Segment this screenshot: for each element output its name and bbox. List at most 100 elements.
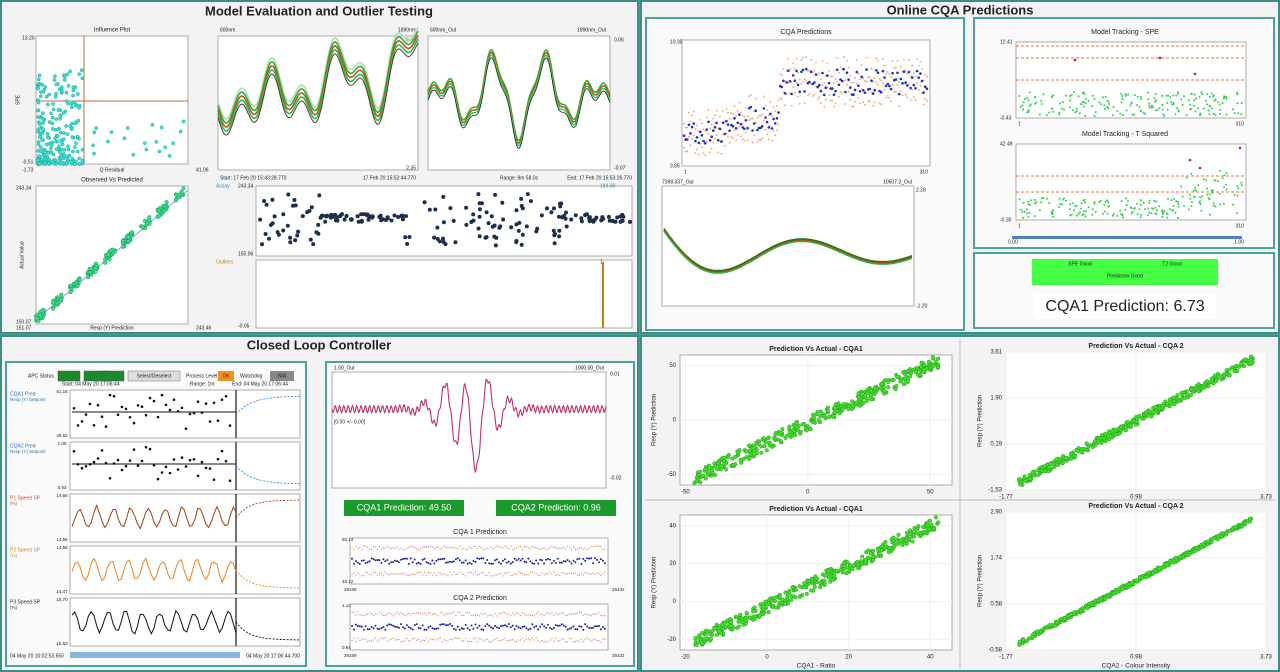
point: [1200, 91, 1203, 94]
point: [506, 572, 508, 574]
point: [1183, 395, 1188, 400]
point: [370, 214, 375, 219]
point: [474, 545, 477, 547]
button[interactable]: [127, 370, 181, 382]
point: [506, 613, 508, 616]
point: [914, 99, 917, 102]
point: [486, 615, 488, 617]
point: [144, 446, 148, 449]
point: [732, 137, 734, 140]
point: [1084, 441, 1089, 446]
point: [1069, 99, 1072, 102]
point: [456, 625, 459, 628]
point: [452, 560, 455, 563]
point: [1185, 114, 1188, 117]
point: [926, 527, 931, 532]
point: [502, 547, 504, 549]
point: [1129, 424, 1134, 429]
point: [1125, 197, 1127, 200]
point: [376, 548, 379, 551]
point: [592, 626, 595, 629]
point: [559, 639, 561, 642]
point: [1178, 554, 1183, 559]
label: 1000.00_Out: [575, 365, 605, 371]
point: [400, 623, 402, 626]
point: [409, 557, 412, 560]
point: [386, 640, 388, 643]
point: [785, 93, 788, 96]
point: [500, 200, 505, 205]
point: [906, 96, 909, 99]
point: [759, 126, 762, 130]
point: [744, 610, 749, 615]
point: [1112, 213, 1115, 216]
point: [1240, 113, 1243, 116]
point: [855, 83, 858, 85]
status-button[interactable]: [101, 370, 125, 382]
point: [712, 626, 717, 631]
point: [596, 625, 598, 628]
point: [868, 388, 874, 393]
point: [1099, 199, 1102, 202]
point: [743, 139, 746, 142]
point: [1210, 92, 1213, 95]
point: [825, 405, 830, 410]
point: [1075, 110, 1078, 113]
point: [421, 613, 424, 615]
point: [363, 545, 365, 547]
point: [1092, 439, 1098, 444]
trace: [235, 621, 300, 641]
point: [380, 627, 383, 629]
point: [842, 56, 845, 59]
point: [594, 545, 596, 547]
point: [759, 115, 762, 117]
point: [1156, 209, 1158, 212]
point: [353, 562, 355, 565]
point: [529, 639, 532, 641]
point: [856, 562, 861, 567]
point: [877, 551, 882, 556]
point: [1236, 194, 1239, 197]
point: [41, 111, 45, 116]
status-button[interactable]: [57, 370, 81, 382]
point: [37, 162, 41, 166]
point: [188, 412, 192, 416]
point: [1048, 111, 1051, 114]
point: [1166, 102, 1169, 104]
point: [453, 637, 455, 640]
point: [511, 561, 514, 564]
point: [1123, 425, 1128, 430]
point: [492, 615, 494, 617]
point: [1161, 103, 1164, 106]
point: [472, 546, 475, 548]
point: [855, 59, 858, 61]
point: [38, 94, 43, 99]
slider: [1012, 236, 1242, 239]
point: [528, 199, 533, 204]
point: [1192, 104, 1195, 107]
point: [1035, 201, 1038, 204]
point: [405, 624, 408, 627]
point: [396, 573, 398, 575]
point: [360, 625, 363, 628]
point: [1201, 93, 1204, 96]
point: [140, 459, 144, 463]
point: [416, 572, 418, 574]
point: [891, 84, 894, 87]
label: CQA1 Prediction: 6.73: [1045, 298, 1204, 315]
point: [807, 94, 809, 97]
point: [144, 413, 148, 417]
point: [398, 561, 400, 564]
label: -1.20: [916, 303, 928, 309]
point: [140, 405, 144, 409]
point: [850, 567, 855, 572]
point: [1167, 94, 1169, 97]
point: [356, 561, 359, 564]
point: [1188, 158, 1192, 162]
point: [504, 637, 506, 639]
point: [686, 126, 689, 129]
point: [741, 456, 746, 462]
point: [40, 82, 45, 87]
toggle[interactable]: [218, 371, 234, 381]
point: [519, 545, 522, 548]
